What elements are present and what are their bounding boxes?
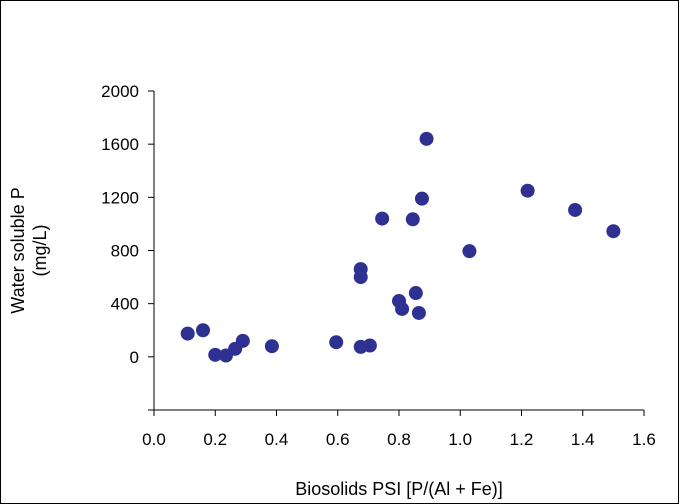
data-point bbox=[353, 270, 368, 285]
y-tick-label: 2000 bbox=[101, 82, 139, 101]
data-point bbox=[520, 183, 535, 198]
data-point bbox=[235, 333, 250, 348]
data-point bbox=[411, 305, 426, 320]
data-point bbox=[180, 326, 195, 341]
x-tick-label: 0.6 bbox=[326, 430, 350, 449]
data-point bbox=[329, 335, 344, 350]
x-tick-label: 1.2 bbox=[510, 430, 534, 449]
x-tick-label: 1.0 bbox=[448, 430, 472, 449]
y-ticks: 0 400 800 1200 1600 2000 bbox=[101, 82, 154, 411]
y-axis-title: Water soluble P (mg/L) bbox=[8, 187, 50, 313]
data-point bbox=[606, 224, 621, 239]
x-tick-label: 1.4 bbox=[571, 430, 595, 449]
y-tick-label: 0 bbox=[130, 348, 139, 367]
y-axis-title-line-1: Water soluble P bbox=[8, 187, 28, 313]
data-point bbox=[414, 191, 429, 206]
data-point bbox=[196, 323, 210, 338]
y-tick-label: 400 bbox=[111, 295, 139, 314]
data-point bbox=[395, 301, 410, 316]
x-axis-title: Biosolids PSI [P/(Al + Fe)] bbox=[295, 479, 503, 499]
data-point bbox=[405, 212, 420, 227]
data-point bbox=[462, 244, 477, 259]
data-point bbox=[419, 131, 434, 146]
x-tick-label: 0.4 bbox=[265, 430, 289, 449]
x-tick-label: 1.6 bbox=[632, 430, 656, 449]
data-point bbox=[362, 338, 377, 353]
y-tick-label: 1600 bbox=[101, 135, 139, 154]
data-point bbox=[408, 286, 423, 301]
x-ticks: 0.0 0.2 0.4 0.6 0.8 1.0 1.2 1.4 1.6 bbox=[142, 410, 656, 449]
y-tick-label: 1200 bbox=[101, 188, 139, 207]
x-tick-label: 0.2 bbox=[203, 430, 227, 449]
data-points bbox=[180, 131, 621, 363]
x-tick-label: 0.8 bbox=[387, 430, 411, 449]
y-tick-label: 800 bbox=[111, 242, 139, 261]
data-point bbox=[208, 347, 223, 362]
data-point bbox=[375, 211, 390, 226]
y-axis-title-line-2: (mg/L) bbox=[30, 224, 50, 276]
x-tick-label: 0.0 bbox=[142, 430, 166, 449]
data-point bbox=[568, 202, 583, 217]
data-point bbox=[264, 339, 279, 354]
